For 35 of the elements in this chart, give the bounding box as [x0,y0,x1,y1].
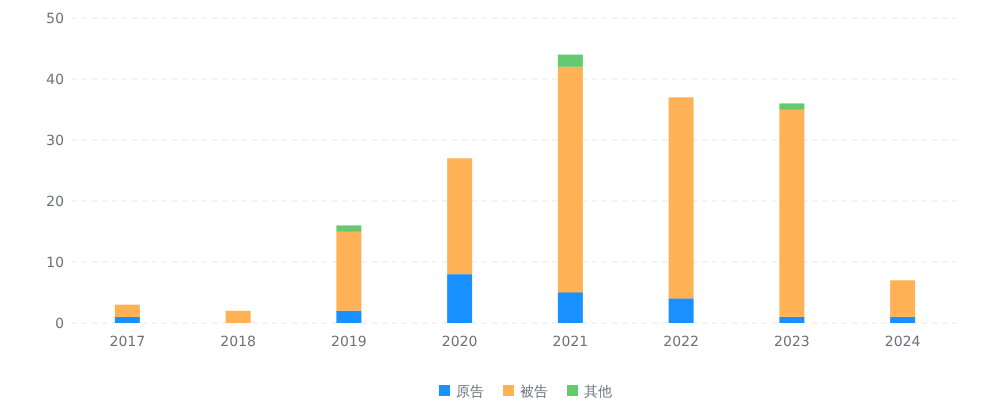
bar [336,232,362,311]
y-tick-label: 0 [55,316,64,332]
legend-label: 其他 [584,384,612,400]
bar [779,110,804,317]
x-tick-label: 2017 [110,334,146,350]
bar [668,97,694,299]
bar [336,225,362,232]
bar [558,292,583,323]
bar [447,274,472,323]
bar [226,310,251,323]
y-tick-label: 10 [46,255,64,271]
bar [447,158,472,274]
y-tick-label: 40 [46,72,64,88]
bar [558,66,583,292]
bar [114,316,140,323]
bar [890,316,916,323]
y-tick-label: 30 [46,133,64,149]
bar [558,54,583,67]
y-tick-label: 20 [46,194,64,210]
x-tick-label: 2021 [552,334,588,350]
bar [779,103,804,110]
bar [668,298,694,323]
y-tick-label: 50 [46,11,64,27]
bar [890,280,916,317]
x-tick-label: 2023 [774,334,810,350]
legend-label: 原告 [456,384,484,400]
x-tick-label: 2020 [442,334,478,350]
x-tick-label: 2024 [884,334,921,350]
x-tick-label: 2018 [220,334,256,350]
x-tick-label: 2019 [331,334,367,350]
bar [336,310,362,323]
bar [114,304,140,317]
x-tick-label: 2022 [663,334,699,350]
bar [779,316,804,323]
legend-label: 被告 [520,384,548,400]
